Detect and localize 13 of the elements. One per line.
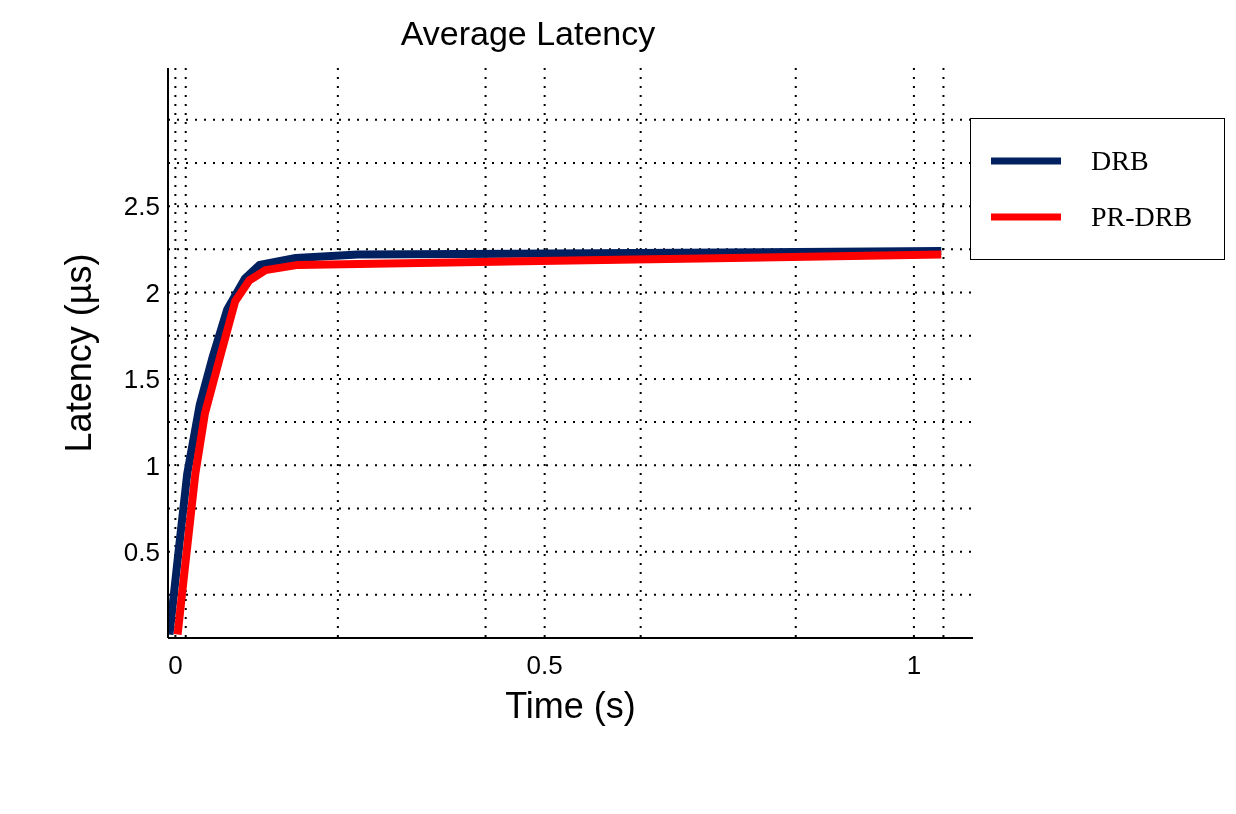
y-tick-label: 2 xyxy=(145,277,160,308)
x-tick-label: 1 xyxy=(906,650,922,680)
x-axis-title: Time (s) xyxy=(505,685,636,726)
chart-title: Average Latency xyxy=(399,14,657,53)
y-tick-label: 2.5 xyxy=(123,191,160,222)
legend-label: DRB xyxy=(1091,145,1149,177)
y-tick-label: 1 xyxy=(145,450,160,481)
y-axis-title: Latency (µs) xyxy=(57,253,99,453)
y-tick-label: 1.5 xyxy=(123,364,160,395)
x-tick-label: 0.5 xyxy=(526,650,563,680)
legend-label: PR-DRB xyxy=(1091,201,1193,233)
x-tick-label: 0 xyxy=(168,650,183,680)
y-tick-label: 0.5 xyxy=(123,536,160,567)
